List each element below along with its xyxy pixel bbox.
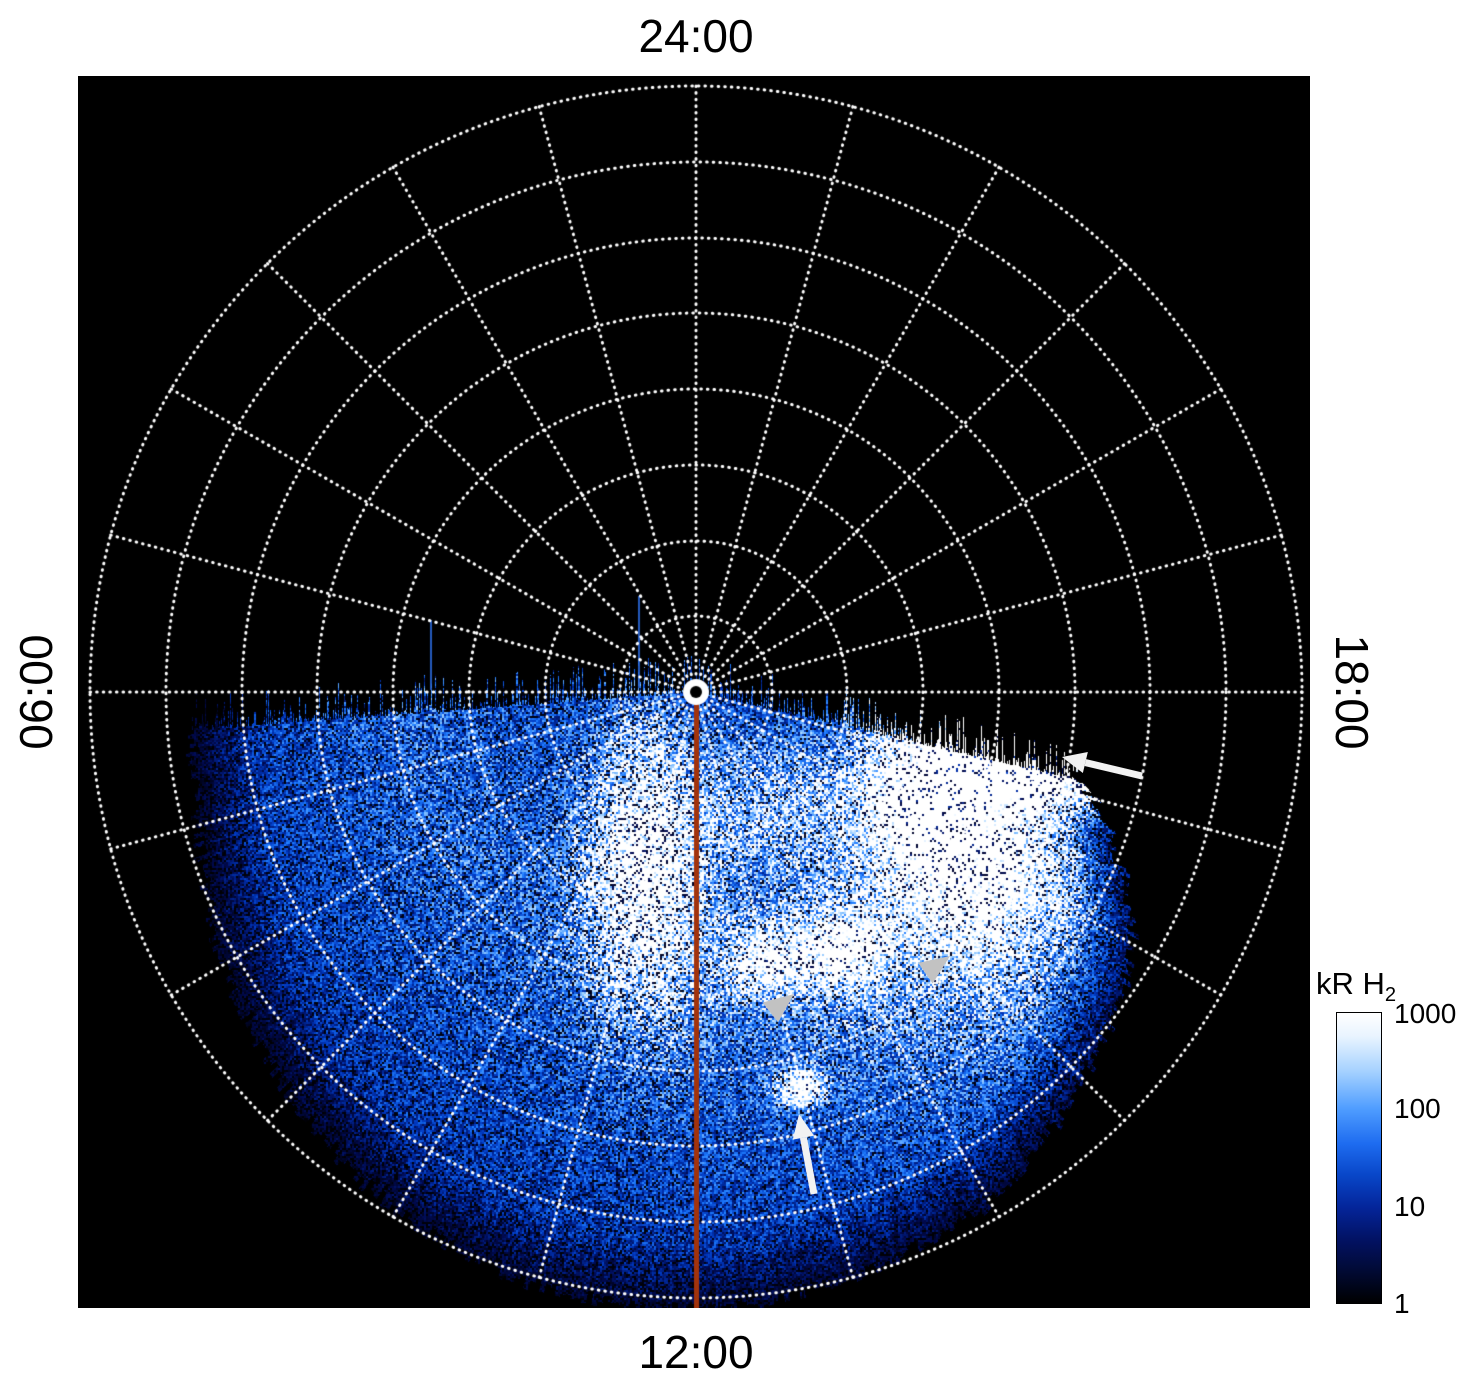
- colorbar-title-subscript: 2: [1384, 984, 1397, 1007]
- colorbar-tick-100: 100: [1394, 1093, 1441, 1125]
- axis-label-0600: 06:00: [10, 634, 62, 750]
- colorbar-tick-1: 1: [1394, 1288, 1410, 1319]
- colorbar-title: kR H2: [1316, 966, 1396, 1007]
- axis-label-1200: 12:00: [638, 1326, 754, 1378]
- colorbar-gradient-bar: [1336, 1012, 1382, 1304]
- colorbar-title-text: kR H: [1316, 966, 1385, 1001]
- colorbar-tick-10: 10: [1394, 1190, 1426, 1222]
- axis-label-1800: 18:00: [1326, 634, 1378, 750]
- aurora-heatmap-canvas: [78, 76, 1310, 1308]
- colorbar: kR H2 1000 100 10 1: [1316, 966, 1480, 1319]
- colorbar-tick-1000: 1000: [1394, 998, 1457, 1029]
- axis-label-2400: 24:00: [638, 10, 754, 62]
